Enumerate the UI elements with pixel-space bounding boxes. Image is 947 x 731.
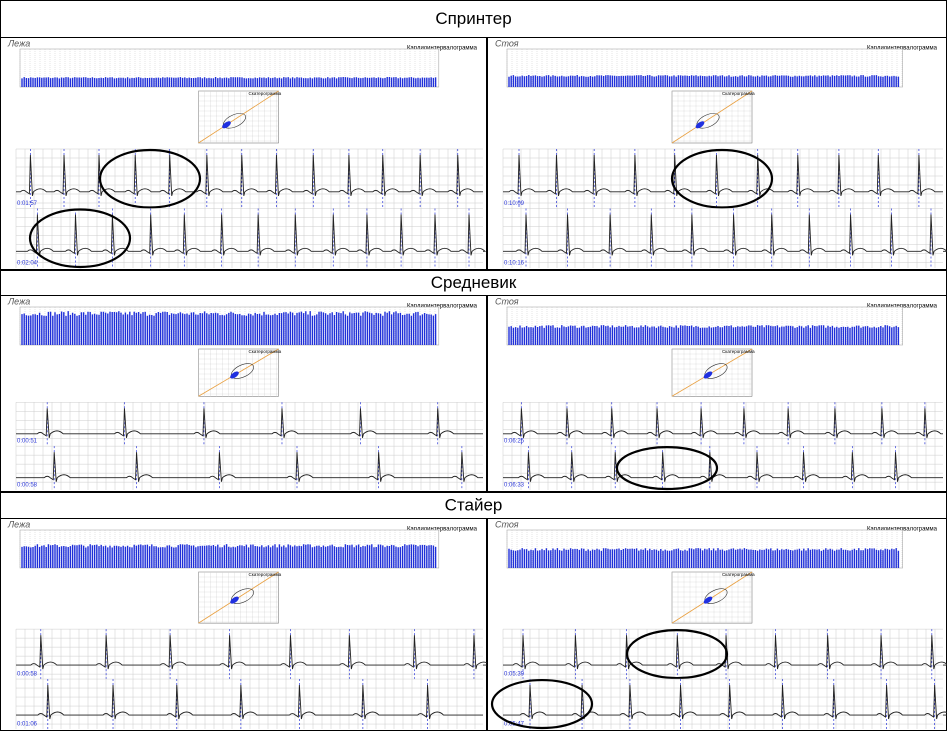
- strip-time: 0:00:58: [17, 483, 38, 489]
- page: СпринтерЛежаКардиоинтервалограммаСкатеро…: [0, 0, 947, 731]
- scatter-title: Скатерограмма: [249, 91, 282, 96]
- interval-bars: [22, 77, 436, 87]
- strip-time: 0:00:58: [17, 672, 38, 678]
- position-label: Стоя: [495, 519, 519, 529]
- strip-time: 0:02:04: [17, 261, 38, 267]
- position-label: Лежа: [7, 519, 30, 529]
- strip-time: 0:06:33: [504, 483, 525, 489]
- strip-time: 0:10:09: [504, 201, 525, 207]
- section-title: Средневик: [431, 273, 517, 292]
- scatter-title: Скатерограмма: [722, 349, 755, 354]
- strip-time: 0:05:39: [504, 672, 525, 678]
- strip-time: 0:06:26: [504, 439, 525, 445]
- position-label: Стоя: [495, 296, 519, 306]
- strip-time: 0:01:57: [17, 201, 38, 207]
- strip-time: 0:00:51: [17, 439, 38, 445]
- section-title: Спринтер: [435, 9, 511, 28]
- interval-bars: [22, 311, 436, 345]
- scatter-title: Скатерограмма: [722, 91, 755, 96]
- scatter-title: Скатерограмма: [722, 572, 755, 577]
- strip-time: 0:10:16: [504, 261, 525, 267]
- position-label: Лежа: [7, 296, 30, 306]
- strip-time: 0:01:06: [17, 722, 38, 728]
- scatter-title: Скатерограмма: [249, 572, 282, 577]
- section-title: Стайер: [445, 495, 503, 514]
- scatter-title: Скатерограмма: [249, 349, 282, 354]
- interval-bars: [22, 544, 436, 568]
- position-label: Стоя: [495, 38, 519, 48]
- position-label: Лежа: [7, 38, 30, 48]
